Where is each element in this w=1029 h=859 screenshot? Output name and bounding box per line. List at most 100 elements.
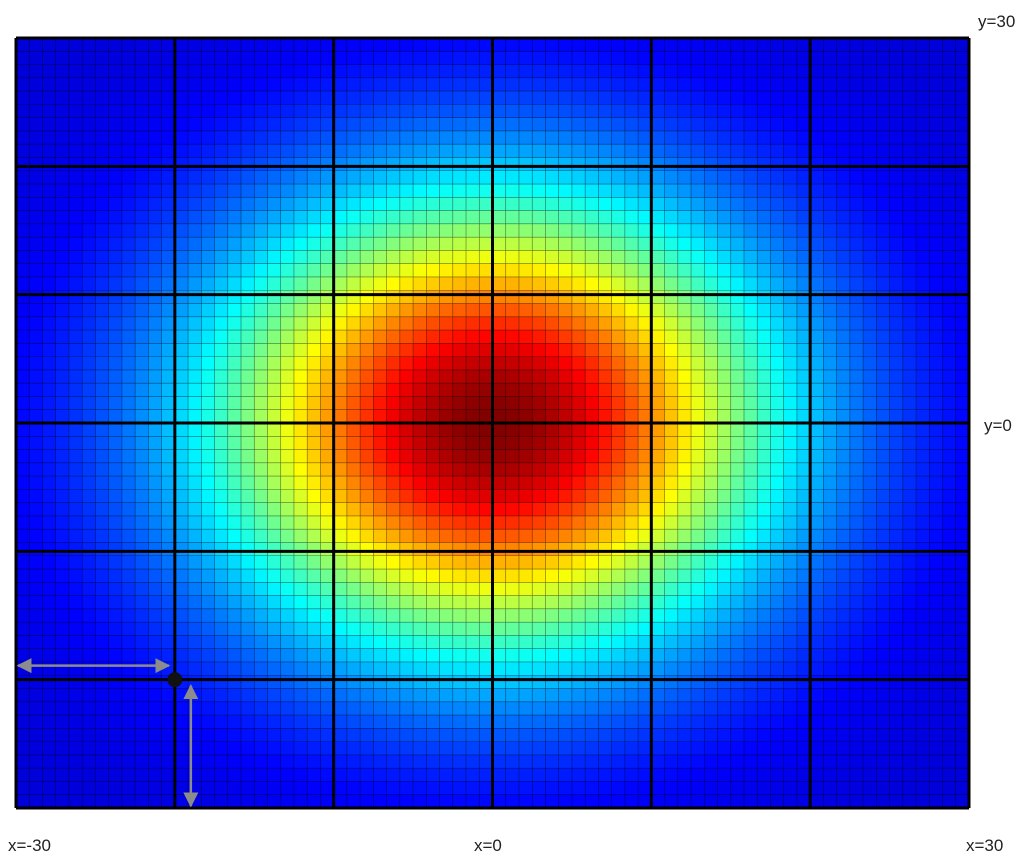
heatmap-cell: [161, 383, 176, 397]
heatmap-cell: [889, 542, 904, 557]
heatmap-cell: [889, 117, 904, 132]
heatmap-cell: [836, 715, 851, 729]
heatmap-cell: [293, 635, 308, 649]
heatmap-cell: [638, 290, 652, 304]
heatmap-cell: [227, 728, 242, 742]
heatmap-cell: [29, 170, 43, 185]
heatmap-cell: [214, 622, 229, 636]
heatmap-cell: [677, 436, 692, 450]
heatmap-cell: [333, 582, 348, 596]
heatmap-cell: [823, 396, 837, 411]
heatmap-cell: [876, 290, 890, 304]
heatmap-cell: [849, 64, 864, 79]
heatmap-cell: [796, 210, 811, 225]
heatmap-cell: [346, 383, 361, 397]
heatmap-cell: [876, 64, 890, 79]
heatmap-cell: [889, 51, 904, 65]
heatmap-cell: [267, 38, 282, 52]
heatmap-cell: [121, 529, 136, 543]
heatmap-cell: [280, 51, 295, 65]
heatmap-cell: [704, 250, 718, 264]
heatmap-cell: [479, 356, 493, 371]
heatmap-cell: [889, 489, 904, 503]
heatmap-cell: [452, 290, 467, 304]
heatmap-cell: [29, 622, 43, 636]
heatmap-cell: [29, 250, 43, 264]
heatmap-cell: [161, 555, 176, 570]
heatmap-cell: [55, 794, 70, 809]
heatmap-cell: [333, 303, 348, 318]
heatmap-cell: [571, 622, 586, 636]
heatmap-cell: [466, 701, 480, 716]
heatmap-cell: [704, 290, 718, 304]
heatmap-cell: [466, 635, 480, 649]
heatmap-cell: [174, 396, 189, 411]
heatmap-cell: [95, 130, 109, 145]
heatmap-cell: [161, 130, 176, 145]
heatmap-cell: [955, 64, 970, 79]
heatmap-cell: [201, 515, 215, 530]
heatmap-cell: [916, 675, 930, 689]
heatmap-cell: [188, 263, 202, 278]
heatmap-cell: [174, 622, 189, 636]
heatmap-cell: [929, 157, 943, 172]
heatmap-cell: [585, 423, 599, 437]
heatmap-cell: [16, 715, 30, 729]
heatmap-cell: [346, 157, 361, 172]
heatmap-cell: [532, 197, 546, 211]
heatmap-cell: [691, 223, 705, 238]
heatmap-cell: [135, 77, 149, 92]
heatmap-cell: [413, 449, 427, 464]
heatmap-cell: [691, 250, 705, 264]
heatmap-cell: [241, 595, 255, 610]
heatmap-cell: [82, 688, 96, 703]
heatmap-cell: [452, 794, 467, 809]
heatmap-cell: [16, 356, 30, 371]
heatmap-cell: [280, 237, 295, 251]
heatmap-cell: [16, 170, 30, 185]
heatmap-cell: [532, 728, 546, 742]
heatmap-cell: [55, 263, 70, 278]
heatmap-cell: [466, 542, 480, 557]
heatmap-cell: [479, 648, 493, 663]
heatmap-cell: [426, 237, 440, 251]
heatmap-cell: [16, 794, 30, 809]
heatmap-cell: [730, 197, 745, 211]
heatmap-cell: [492, 489, 507, 503]
heatmap-cell: [254, 661, 268, 676]
heatmap-cell: [95, 794, 109, 809]
heatmap-cell: [201, 157, 215, 172]
heatmap-cell: [929, 316, 943, 331]
heatmap-cell: [320, 542, 334, 557]
heatmap-cell: [174, 436, 189, 450]
heatmap-cell: [691, 542, 705, 557]
heatmap-cell: [757, 157, 771, 172]
heatmap-cell: [876, 542, 890, 557]
heatmap-cell: [598, 794, 612, 809]
heatmap-cell: [691, 608, 705, 623]
heatmap-cell: [188, 661, 202, 676]
heatmap-cell: [95, 715, 109, 729]
heatmap-cell: [214, 529, 229, 543]
heatmap-cell: [254, 608, 268, 623]
heatmap-cell: [333, 369, 348, 384]
heatmap-cell: [651, 595, 665, 610]
heatmap-cell: [664, 436, 679, 450]
heatmap-cell: [55, 409, 70, 424]
heatmap-cell: [188, 117, 202, 132]
heatmap-cell: [280, 157, 295, 172]
heatmap-cell: [95, 263, 109, 278]
heatmap-cell: [148, 130, 162, 145]
heatmap-cell: [598, 754, 612, 769]
heatmap-cell: [743, 409, 758, 424]
heatmap-cell: [624, 197, 639, 211]
heatmap-cell: [29, 675, 43, 689]
heatmap-cell: [770, 582, 784, 596]
heatmap-cell: [55, 237, 70, 251]
heatmap-cell: [717, 263, 732, 278]
heatmap-cell: [902, 449, 917, 464]
heatmap-cell: [518, 701, 533, 716]
heatmap-cell: [267, 595, 282, 610]
heatmap-cell: [360, 276, 374, 291]
heatmap-cell: [929, 117, 943, 132]
